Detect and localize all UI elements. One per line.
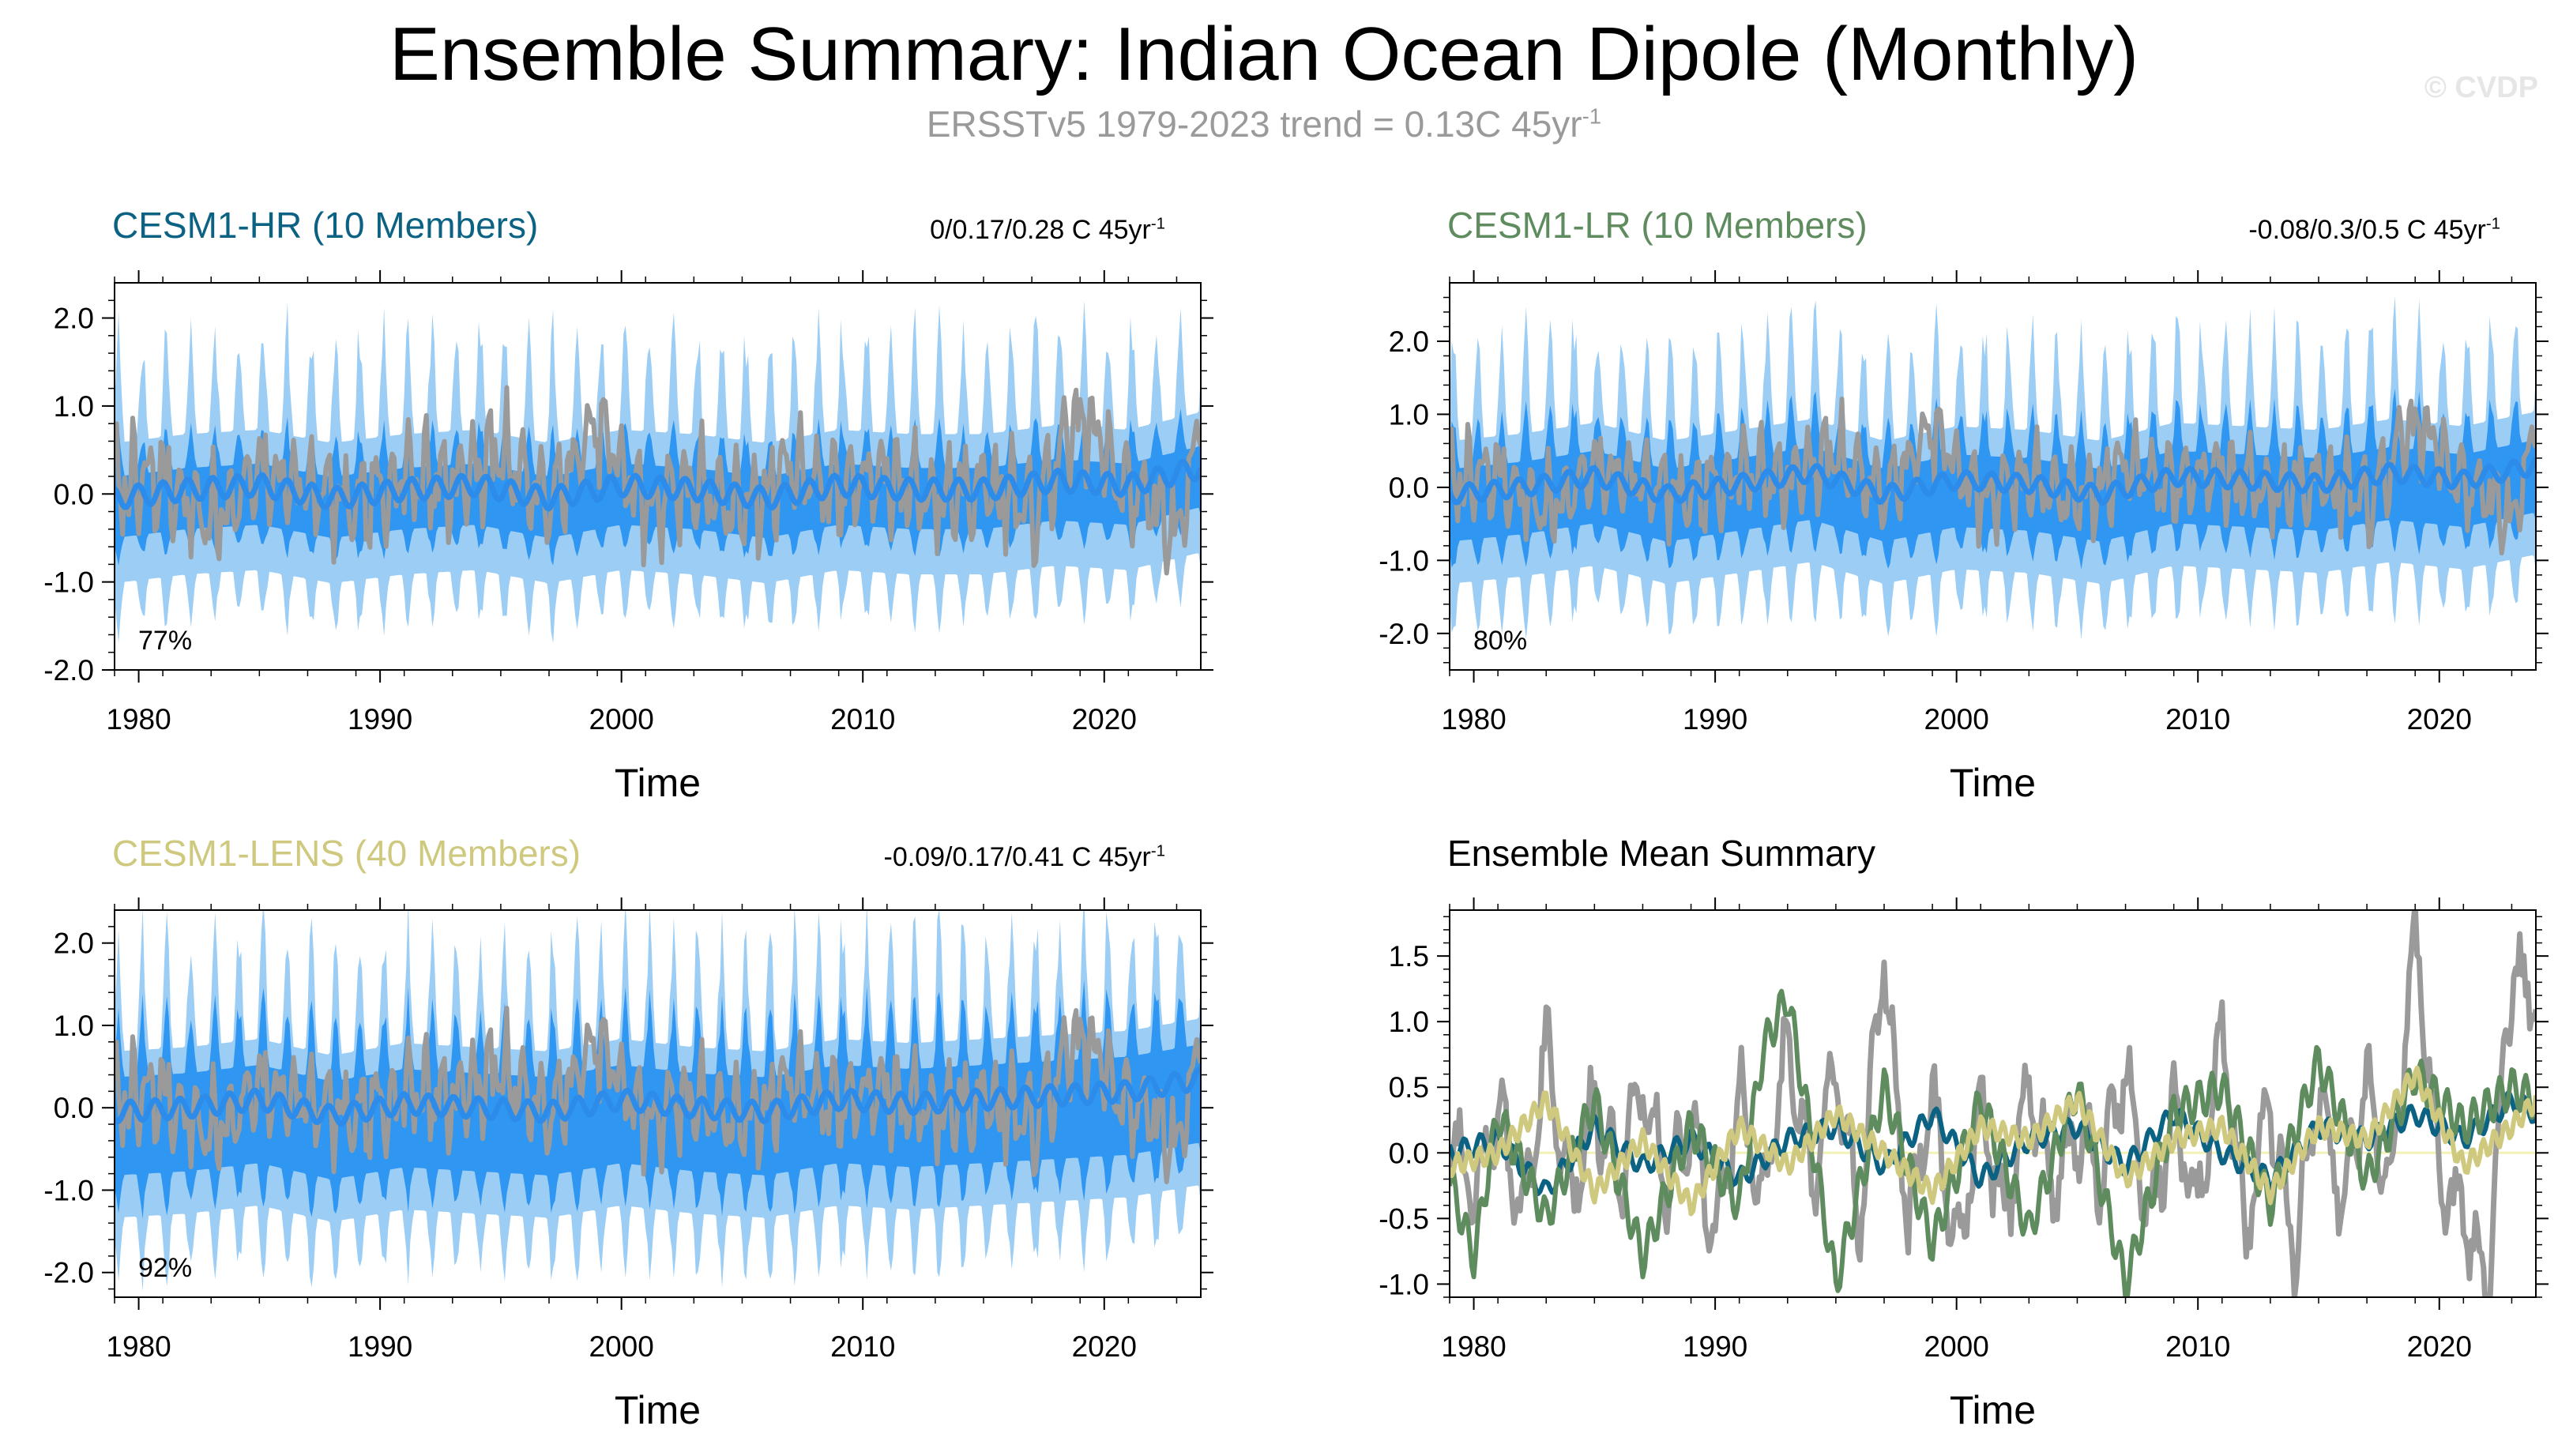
trend-label-lens: -0.09/0.17/0.41 C 45yr-1 bbox=[884, 842, 1165, 873]
trend-text-hr: 0/0.17/0.28 C 45yr bbox=[930, 215, 1151, 245]
ytick-label: 0.0 bbox=[1389, 1137, 1429, 1169]
chart-panel-lr: -2.0 -1.0 0.0 1.0 2.0 1980 1990 2000 2010 2020 Tim… bbox=[1379, 270, 2549, 805]
xtick-label: 2020 bbox=[1072, 703, 1137, 736]
trend-label-hr: 0/0.17/0.28 C 45yr-1 bbox=[930, 215, 1165, 246]
panel-title-mean: Ensemble Mean Summary bbox=[1447, 833, 1875, 874]
xtick-label: 2010 bbox=[830, 703, 895, 736]
ytick-label: 1.0 bbox=[54, 1010, 94, 1042]
ytick-label: 0.0 bbox=[54, 478, 94, 510]
plot-area bbox=[1450, 295, 2536, 640]
percent-annotation: 80% bbox=[1473, 626, 1527, 656]
figure-subtitle: ERSSTv5 1979-2023 trend = 0.13C 45yr-1 bbox=[0, 103, 2528, 145]
xtick-label: 1990 bbox=[348, 1330, 412, 1363]
percent-annotation: 77% bbox=[138, 626, 192, 656]
ytick-label: -2.0 bbox=[43, 1257, 94, 1289]
xtick-label: 1980 bbox=[106, 1330, 171, 1363]
x-axis-label: Time bbox=[615, 761, 701, 805]
panel-title-lr: CESM1-LR (10 Members) bbox=[1447, 205, 1868, 246]
xtick-label: 2020 bbox=[2407, 1330, 2472, 1363]
plot-area bbox=[115, 910, 1201, 1292]
ytick-label: -1.0 bbox=[1379, 1268, 1429, 1300]
ytick-label: -2.0 bbox=[1379, 618, 1429, 650]
chart-panel-lens: -2.0 -1.0 0.0 1.0 2.0 1980 1990 2000 2010 2020 Tim… bbox=[43, 897, 1213, 1432]
trend-sup-hr: -1 bbox=[1150, 215, 1165, 233]
ytick-label: -0.5 bbox=[1379, 1202, 1429, 1235]
chart-panel-mean: -1.0 -0.5 0.0 0.5 1.0 1.5 1980 1990 2000 2010 2020… bbox=[1379, 897, 2549, 1432]
ytick-label: -1.0 bbox=[43, 566, 94, 599]
ytick-label: 2.0 bbox=[54, 303, 94, 335]
trend-text-lr: -0.08/0.3/0.5 C 45yr bbox=[2248, 215, 2486, 245]
ytick-label: 0.5 bbox=[1389, 1071, 1429, 1104]
trend-sup-lens: -1 bbox=[1150, 842, 1165, 860]
plot-frame bbox=[1449, 909, 2537, 1298]
xtick-label: 1990 bbox=[1683, 1330, 1747, 1363]
ytick-label: -1.0 bbox=[1379, 544, 1429, 577]
xtick-label: 2010 bbox=[2165, 703, 2230, 736]
cvdp-watermark: © CVDP bbox=[2424, 71, 2538, 104]
ytick-label: 1.0 bbox=[1389, 398, 1429, 431]
ytick-label: 0.0 bbox=[54, 1092, 94, 1124]
xtick-label: 1990 bbox=[348, 703, 412, 736]
ensemble-mean-line bbox=[115, 458, 1201, 512]
xtick-label: 1980 bbox=[1441, 1330, 1506, 1363]
x-axis-label: Time bbox=[1950, 761, 2036, 805]
ytick-label: 0.0 bbox=[1389, 472, 1429, 504]
plot-frame bbox=[1449, 282, 2537, 671]
ytick-label: -1.0 bbox=[43, 1174, 94, 1206]
plot-area bbox=[1450, 910, 2536, 1297]
ytick-label: 2.0 bbox=[1389, 325, 1429, 358]
xtick-label: 1980 bbox=[1441, 703, 1506, 736]
chart-panel-hr: -2.0 -1.0 0.0 1.0 2.0 1980 1990 2000 2010 2020 Tim… bbox=[43, 270, 1213, 805]
ytick-label: 1.0 bbox=[54, 390, 94, 423]
x-axis-label: Time bbox=[1950, 1388, 2036, 1432]
panel-title-lens: CESM1-LENS (40 Members) bbox=[112, 833, 581, 874]
subtitle-superscript: -1 bbox=[1582, 103, 1602, 129]
panel-title-hr: CESM1-HR (10 Members) bbox=[112, 205, 539, 246]
ytick-label: 1.0 bbox=[1389, 1006, 1429, 1038]
figure-title: Ensemble Summary: Indian Ocean Dipole (M… bbox=[389, 12, 2139, 96]
ytick-label: 1.5 bbox=[1389, 940, 1429, 973]
trend-text-lens: -0.09/0.17/0.41 C 45yr bbox=[883, 842, 1151, 872]
trend-label-lr: -0.08/0.3/0.5 C 45yr-1 bbox=[2248, 215, 2500, 246]
percent-annotation: 92% bbox=[138, 1253, 192, 1283]
plot-area bbox=[115, 300, 1201, 644]
xtick-label: 2000 bbox=[589, 703, 654, 736]
xtick-label: 1980 bbox=[106, 703, 171, 736]
xtick-label: 2000 bbox=[1924, 703, 1989, 736]
xtick-label: 1990 bbox=[1683, 703, 1747, 736]
plot-frame bbox=[114, 909, 1202, 1298]
trend-sup-lr: -1 bbox=[2485, 215, 2500, 233]
ensemble-mean-line bbox=[115, 1067, 1201, 1127]
ytick-label: 2.0 bbox=[54, 927, 94, 960]
xtick-label: 2010 bbox=[830, 1330, 895, 1363]
xtick-label: 2020 bbox=[2407, 703, 2472, 736]
x-axis-label: Time bbox=[615, 1388, 701, 1432]
observed-series-line bbox=[115, 385, 1201, 576]
xtick-label: 2000 bbox=[1924, 1330, 1989, 1363]
ytick-label: -2.0 bbox=[43, 654, 94, 687]
ensemble-mean-line bbox=[1450, 457, 2536, 506]
xtick-label: 2010 bbox=[2165, 1330, 2230, 1363]
observed-series-line bbox=[1450, 396, 2536, 556]
subtitle-text: ERSSTv5 1979-2023 trend = 0.13C 45yr bbox=[926, 103, 1582, 145]
xtick-label: 2000 bbox=[589, 1330, 654, 1363]
series-line-cesm1-lens bbox=[1450, 1065, 2536, 1217]
xtick-label: 2020 bbox=[1072, 1330, 1137, 1363]
